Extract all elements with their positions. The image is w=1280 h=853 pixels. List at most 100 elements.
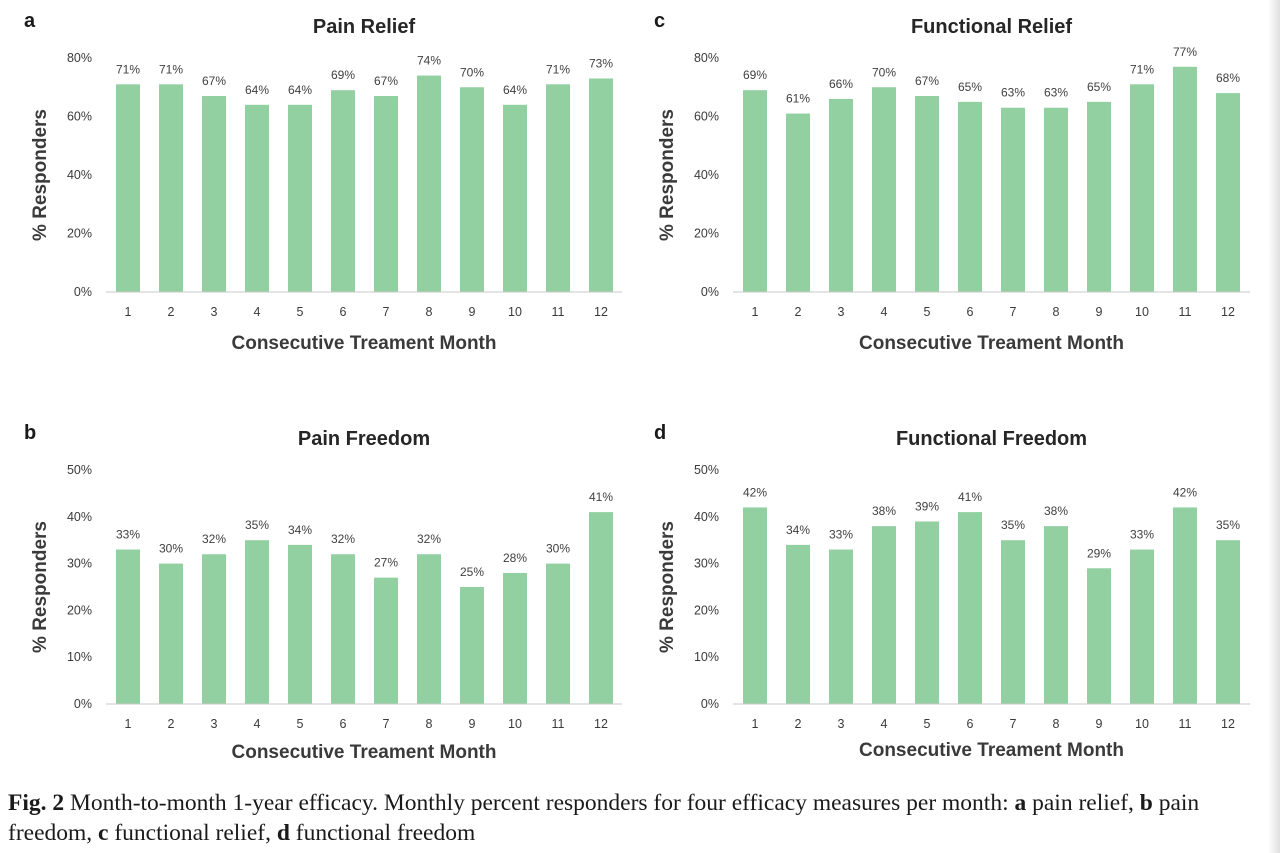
x-tick-label-b-5: 5 bbox=[297, 717, 304, 731]
y-tick-label-d-2: 20% bbox=[694, 603, 719, 617]
data-label-a-4: 64% bbox=[245, 83, 269, 97]
data-label-d-8: 38% bbox=[1044, 504, 1068, 518]
x-tick-label-d-11: 11 bbox=[1179, 717, 1192, 731]
bar-c-3 bbox=[829, 98, 853, 292]
data-label-a-2: 71% bbox=[159, 62, 183, 76]
data-label-d-7: 35% bbox=[1001, 518, 1025, 532]
y-tick-label-d-5: 50% bbox=[694, 463, 719, 477]
data-label-d-11: 42% bbox=[1173, 485, 1197, 499]
x-axis-title-c: Consecutive Treament Month bbox=[859, 333, 1124, 354]
x-tick-label-d-8: 8 bbox=[1053, 717, 1060, 731]
data-label-d-9: 29% bbox=[1087, 546, 1111, 560]
bar-b-7 bbox=[374, 577, 398, 704]
caption-letter-b: b bbox=[1139, 790, 1153, 816]
data-label-a-3: 67% bbox=[202, 74, 226, 88]
y-tick-label-b-1: 10% bbox=[67, 650, 92, 664]
x-tick-label-d-9: 9 bbox=[1096, 717, 1103, 731]
y-tick-label-b-5: 50% bbox=[67, 463, 92, 477]
data-label-b-6: 32% bbox=[331, 532, 355, 546]
x-tick-label-d-12: 12 bbox=[1221, 717, 1235, 731]
x-tick-label-a-3: 3 bbox=[211, 305, 218, 319]
x-tick-label-b-11: 11 bbox=[552, 717, 565, 731]
bar-d-3 bbox=[829, 549, 853, 704]
data-label-d-3: 33% bbox=[829, 528, 853, 542]
caption-letter-a: a bbox=[1014, 790, 1027, 816]
y-axis-title-a: % Responders bbox=[30, 109, 51, 241]
x-tick-label-b-10: 10 bbox=[508, 717, 522, 731]
y-tick-label-c-3: 60% bbox=[694, 110, 719, 124]
y-tick-label-d-0: 0% bbox=[701, 697, 719, 711]
x-tick-label-a-2: 2 bbox=[168, 305, 175, 319]
x-tick-label-c-9: 9 bbox=[1096, 305, 1103, 319]
data-label-a-12: 73% bbox=[589, 56, 613, 70]
data-label-d-12: 35% bbox=[1216, 518, 1240, 532]
y-tick-label-a-3: 60% bbox=[67, 110, 92, 124]
x-tick-label-a-12: 12 bbox=[594, 305, 608, 319]
caption-letter-c: c bbox=[98, 820, 109, 846]
data-label-c-5: 67% bbox=[915, 74, 939, 88]
bar-a-7 bbox=[374, 96, 398, 293]
x-tick-label-b-8: 8 bbox=[426, 717, 433, 731]
x-tick-label-b-4: 4 bbox=[254, 717, 261, 731]
data-label-a-10: 64% bbox=[503, 83, 527, 97]
x-tick-label-c-8: 8 bbox=[1053, 305, 1060, 319]
data-label-c-9: 65% bbox=[1087, 80, 1111, 94]
panel-letter-a: a bbox=[24, 10, 36, 32]
bar-a-8 bbox=[417, 75, 441, 292]
bar-c-6 bbox=[958, 101, 982, 292]
x-tick-label-c-1: 1 bbox=[752, 305, 759, 319]
x-tick-label-b-1: 1 bbox=[125, 717, 132, 731]
data-label-b-2: 30% bbox=[159, 542, 183, 556]
bar-d-12 bbox=[1216, 540, 1240, 704]
x-tick-label-a-9: 9 bbox=[469, 305, 476, 319]
x-tick-label-d-2: 2 bbox=[795, 717, 802, 731]
bar-b-3 bbox=[202, 554, 226, 704]
bar-d-7 bbox=[1001, 540, 1025, 704]
bar-c-10 bbox=[1130, 84, 1154, 292]
bar-a-9 bbox=[460, 87, 484, 292]
bar-d-10 bbox=[1130, 549, 1154, 704]
bar-c-8 bbox=[1044, 107, 1068, 292]
data-label-a-1: 71% bbox=[116, 62, 140, 76]
y-tick-label-d-4: 40% bbox=[694, 510, 719, 524]
x-tick-label-b-3: 3 bbox=[211, 717, 218, 731]
data-label-b-8: 32% bbox=[417, 532, 441, 546]
x-tick-label-a-8: 8 bbox=[426, 305, 433, 319]
caption-text-a: pain relief, bbox=[1026, 790, 1140, 816]
bar-b-1 bbox=[116, 549, 140, 704]
y-tick-label-c-4: 80% bbox=[694, 51, 719, 65]
y-tick-label-b-0: 0% bbox=[74, 697, 92, 711]
bar-b-8 bbox=[417, 554, 441, 704]
data-label-c-2: 61% bbox=[786, 92, 810, 106]
x-tick-label-c-3: 3 bbox=[838, 305, 845, 319]
y-tick-label-c-2: 40% bbox=[694, 168, 719, 182]
x-tick-label-a-6: 6 bbox=[340, 305, 347, 319]
data-label-a-7: 67% bbox=[374, 74, 398, 88]
data-label-b-7: 27% bbox=[374, 556, 398, 570]
x-tick-label-d-6: 6 bbox=[967, 717, 974, 731]
chart-title-b: Pain Freedom bbox=[298, 428, 430, 450]
y-tick-label-d-1: 10% bbox=[694, 650, 719, 664]
x-tick-label-b-2: 2 bbox=[168, 717, 175, 731]
bar-c-7 bbox=[1001, 107, 1025, 292]
bar-c-2 bbox=[786, 113, 810, 292]
data-label-b-9: 25% bbox=[460, 565, 484, 579]
bar-d-6 bbox=[958, 512, 982, 704]
bar-a-2 bbox=[159, 84, 183, 292]
data-label-c-8: 63% bbox=[1044, 86, 1068, 100]
bar-d-1 bbox=[743, 507, 767, 704]
y-axis-title-b: % Responders bbox=[30, 521, 51, 653]
data-label-c-4: 70% bbox=[872, 65, 896, 79]
figure-caption: Fig. 2 Month-to-month 1-year efficacy. M… bbox=[8, 788, 1276, 848]
data-label-a-8: 74% bbox=[417, 54, 441, 68]
bar-d-5 bbox=[915, 521, 939, 704]
bar-a-5 bbox=[288, 104, 312, 292]
data-label-b-1: 33% bbox=[116, 528, 140, 542]
data-label-d-1: 42% bbox=[743, 485, 767, 499]
bar-d-4 bbox=[872, 526, 896, 704]
x-tick-label-b-12: 12 bbox=[594, 717, 608, 731]
bar-b-12 bbox=[589, 512, 613, 704]
caption-text-d: functional freedom bbox=[289, 820, 476, 846]
x-tick-label-c-10: 10 bbox=[1135, 305, 1149, 319]
